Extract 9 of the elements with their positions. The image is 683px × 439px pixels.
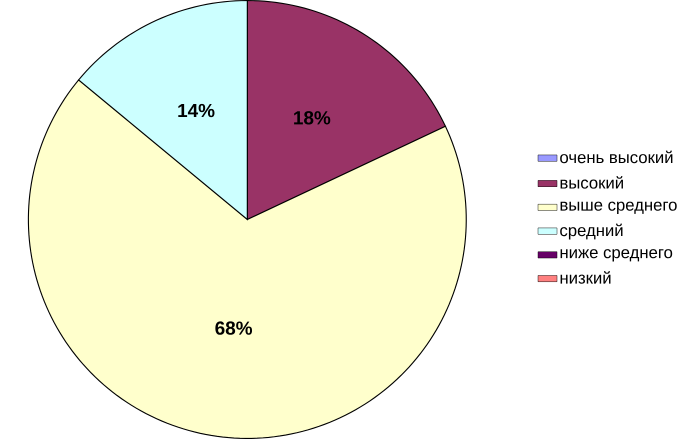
data-label: 68% [215, 321, 252, 335]
legend-label: высокий [560, 176, 623, 189]
legend-label: средний [560, 224, 622, 240]
legend-label: выше среднего [560, 202, 677, 214]
data-label: 14% [178, 104, 214, 118]
legend-label: низкий [560, 271, 610, 284]
legend-label: ниже среднего [560, 249, 672, 262]
data-label: 18% [294, 111, 330, 125]
legend-label: очень высокий [560, 150, 672, 164]
